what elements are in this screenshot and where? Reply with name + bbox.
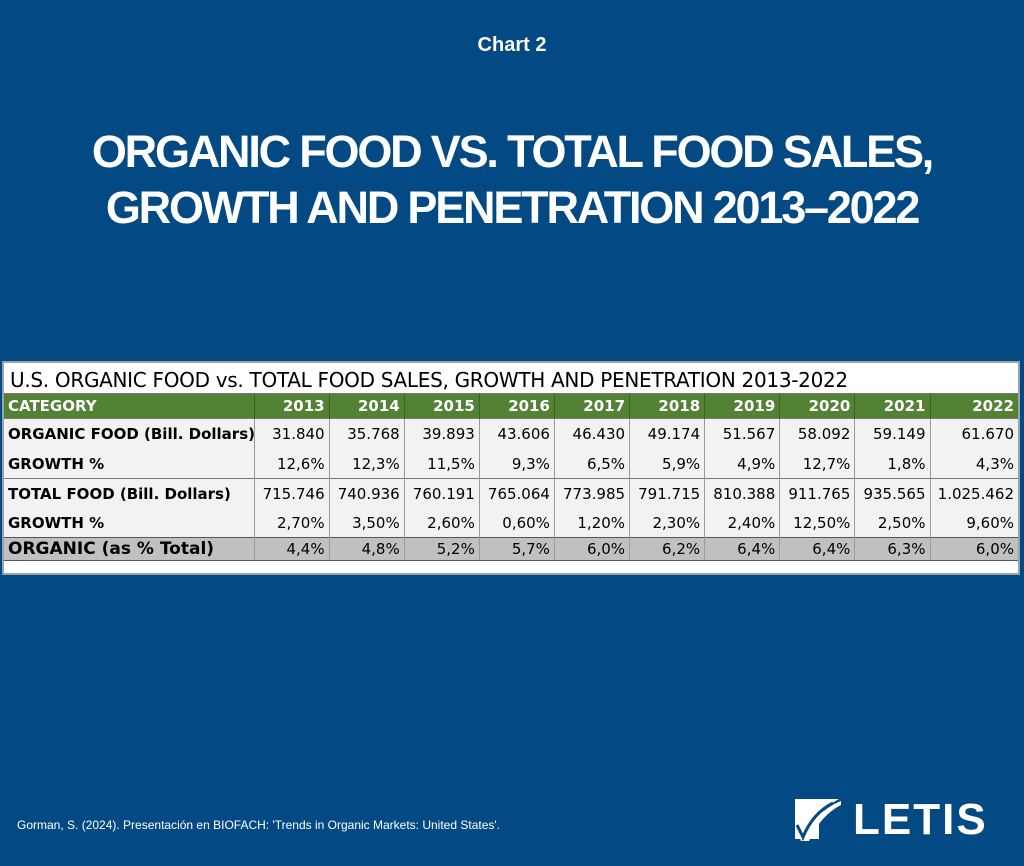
table-cell: 6,0% (929, 537, 1018, 561)
header-year: 2020 (779, 394, 855, 419)
table-cell: 4,4% (253, 537, 330, 561)
source-citation: Gorman, S. (2024). Presentación en BIOFA… (17, 818, 501, 832)
table-cell: 35.768 (328, 418, 405, 449)
data-table: CATEGORY 2013 2014 2015 2016 2017 2018 2019 2020… (4, 394, 1018, 561)
header-year: 2015 (403, 394, 480, 419)
table-cell: 6,5% (553, 449, 630, 479)
table-cell: 1.025.462 (929, 478, 1018, 509)
table-cell: 4,8% (328, 537, 405, 561)
table-cell: 791.715 (629, 478, 705, 509)
row-label: ORGANIC FOOD (Bill. Dollars) (4, 418, 255, 449)
table-cell: 5,9% (629, 449, 705, 479)
table-cell: 773.985 (553, 478, 630, 509)
header-year: 2022 (929, 394, 1018, 419)
row-label: GROWTH % (4, 509, 254, 538)
table-cell: 0,60% (478, 509, 555, 538)
table-row: ORGANIC FOOD (Bill. Dollars) 31.840 35.768… (4, 418, 1018, 449)
table-cell: 4,9% (704, 449, 780, 479)
table-cell: 740.936 (328, 478, 405, 509)
table-cell: 59.149 (854, 418, 930, 449)
table-cell: 49.174 (629, 418, 705, 449)
table-cell: 39.893 (403, 418, 480, 449)
table-cell: 6,3% (854, 537, 930, 561)
row-label: TOTAL FOOD (Bill. Dollars) (4, 478, 254, 509)
table-cell: 3,50% (328, 509, 405, 538)
table-cell: 760.191 (403, 478, 480, 509)
row-label: ORGANIC (as % Total) (4, 537, 254, 561)
table-row: ORGANIC (as % Total) 4,4% 4,8% 5,2% 5,7% 6,0%… (4, 537, 1018, 561)
table-cell: 911.765 (779, 478, 855, 509)
table-cell: 810.388 (704, 478, 780, 509)
checkmark-leaf-icon (795, 799, 841, 841)
table-header-row: CATEGORY 2013 2014 2015 2016 2017 2018 2019 2020… (4, 394, 1018, 419)
table-cell: 58.092 (779, 418, 855, 449)
table-cell: 12,7% (779, 449, 855, 479)
table-cell: 6,0% (553, 537, 630, 561)
table-cell: 6,4% (704, 537, 780, 561)
table-cell: 2,60% (403, 509, 480, 538)
table-cell: 935.565 (854, 478, 930, 509)
table-cell: 765.064 (478, 478, 555, 509)
header-year: 2017 (553, 394, 630, 419)
header-category: CATEGORY (4, 394, 254, 419)
table-cell: 1,8% (854, 449, 930, 479)
table-cell: 11,5% (403, 449, 480, 479)
header-year: 2014 (328, 394, 405, 419)
letis-logo: LETIS (793, 797, 988, 843)
header-year: 2019 (704, 394, 780, 419)
table-cell: 4,3% (929, 449, 1018, 479)
header-year: 2016 (478, 394, 555, 419)
table-cell: 715.746 (253, 478, 330, 509)
table-cell: 1,20% (553, 509, 630, 538)
table-cell: 9,60% (929, 509, 1018, 538)
chart-kicker: Chart 2 (477, 34, 547, 56)
logo-wordmark: LETIS (853, 795, 988, 844)
row-label: GROWTH % (4, 449, 254, 479)
table-row: TOTAL FOOD (Bill. Dollars) 715.746 740.936… (4, 478, 1018, 509)
table-cell: 61.670 (929, 418, 1018, 449)
table-cell: 5,7% (478, 537, 555, 561)
title-line-2: GROWTH AND PENETRATION 2013–2022 (105, 182, 921, 233)
table-cell: 2,70% (253, 509, 330, 538)
table-row: GROWTH % 2,70% 3,50% 2,60% 0,60% 1,20% 2,30% 2,… (4, 509, 1018, 538)
table-cell: 2,30% (629, 509, 705, 538)
table-cell: 2,40% (704, 509, 780, 538)
title-line-1: ORGANIC FOOD VS. TOTAL FOOD SALES, (91, 126, 934, 177)
table-cell: 46.430 (553, 418, 630, 449)
table-cell: 43.606 (478, 418, 555, 449)
page-title: ORGANIC FOOD VS. TOTAL FOOD SALES, GROWT… (0, 124, 1024, 236)
table-cell: 12,6% (253, 449, 330, 479)
header-year: 2021 (854, 394, 930, 419)
table-cell: 31.840 (253, 418, 330, 449)
header-year: 2013 (253, 394, 330, 419)
table-cell: 9,3% (478, 449, 555, 479)
table-row: GROWTH % 12,6% 12,3% 11,5% 9,3% 6,5% 5,9% 4,9% 1… (4, 449, 1018, 479)
header-year: 2018 (629, 394, 705, 419)
table-cell: 6,2% (629, 537, 705, 561)
table-cell: 6,4% (779, 537, 855, 561)
data-table-container: U.S. ORGANIC FOOD vs. TOTAL FOOD SALES, … (2, 361, 1020, 575)
table-cell: 2,50% (854, 509, 930, 538)
table-title: U.S. ORGANIC FOOD vs. TOTAL FOOD SALES, … (4, 363, 1018, 394)
table-cell: 5,2% (403, 537, 480, 561)
table-cell: 12,3% (328, 449, 405, 479)
table-cell: 12,50% (779, 509, 855, 538)
table-cell: 51.567 (704, 418, 780, 449)
